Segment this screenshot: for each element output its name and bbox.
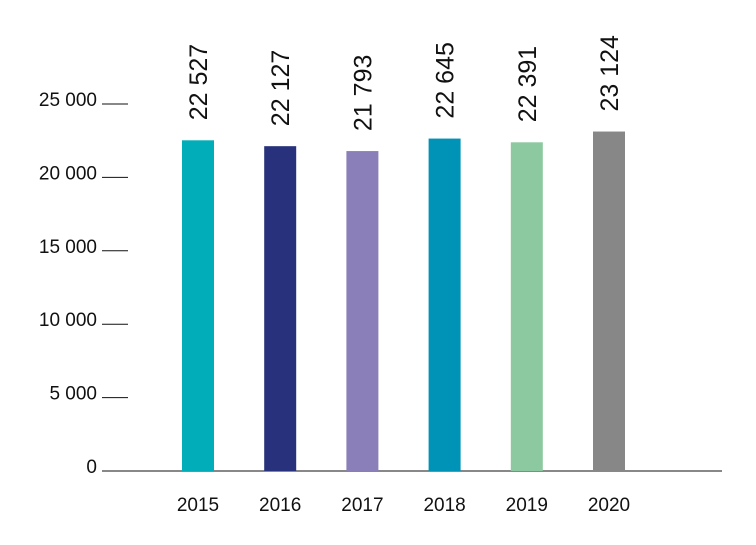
- bar-2017: [346, 151, 379, 471]
- y-tick-label: 25 000: [39, 90, 97, 111]
- bar-2015: [182, 140, 214, 471]
- y-tick-label: 5 000: [49, 384, 97, 405]
- bar-2019: [510, 142, 543, 472]
- x-tick-label: 2019: [506, 495, 548, 516]
- x-tick-label: 2015: [177, 495, 219, 516]
- bar-value-label: 22 127: [267, 50, 295, 126]
- bar-value-label: 22 527: [185, 44, 213, 120]
- bar-2020: [593, 131, 625, 471]
- bar-2016: [264, 146, 297, 471]
- y-tick-label: 10 000: [39, 310, 97, 331]
- y-tick-label: 0: [86, 457, 97, 478]
- bar-value-label: 21 793: [349, 55, 377, 131]
- bar-2018: [428, 138, 461, 471]
- x-tick-label: 2018: [423, 495, 465, 516]
- bar-value-label: 22 391: [514, 46, 542, 122]
- y-tick-label: 15 000: [39, 237, 97, 258]
- x-tick-label: 2016: [259, 495, 301, 516]
- bar-value-label: 23 124: [596, 35, 624, 112]
- y-tick-label: 20 000: [39, 163, 97, 184]
- x-tick-label: 2020: [588, 495, 630, 516]
- x-tick-label: 2017: [341, 495, 383, 516]
- bar-value-label: 22 645: [432, 42, 460, 118]
